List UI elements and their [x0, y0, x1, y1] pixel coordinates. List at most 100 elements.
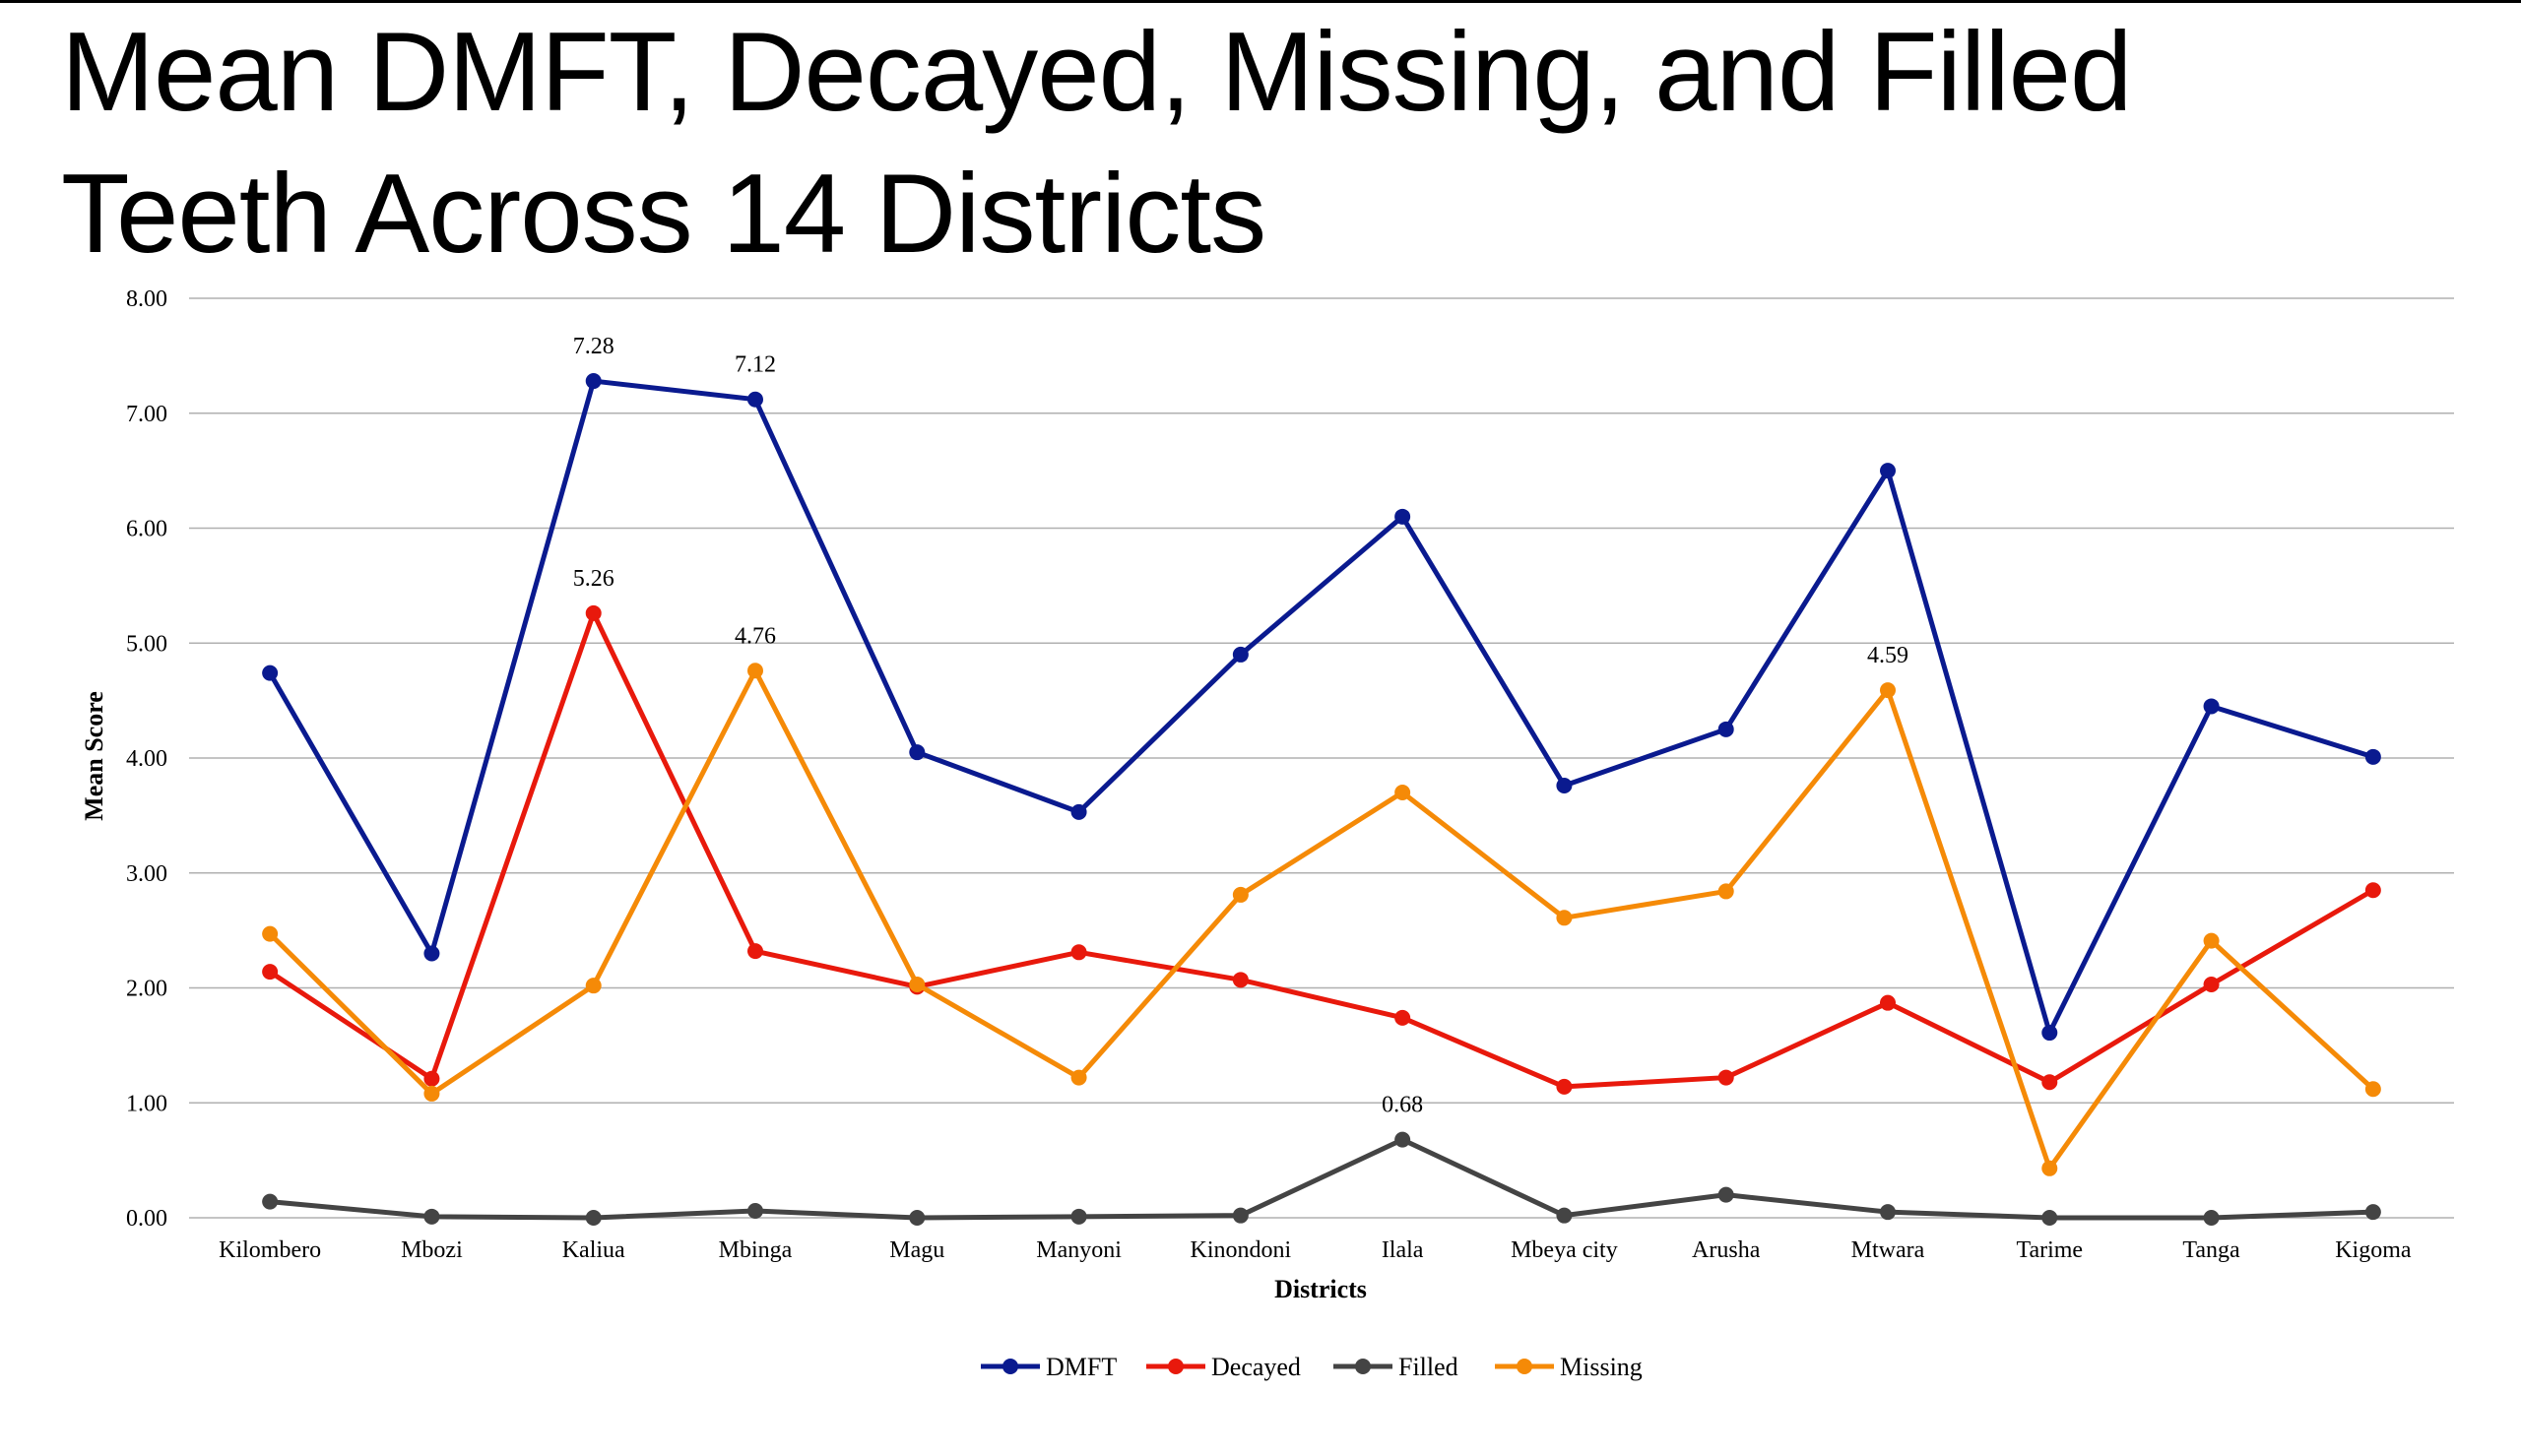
data-point-dmft: [585, 373, 602, 390]
y-tick-label: 7.00: [126, 402, 167, 427]
y-tick-label: 0.00: [126, 1206, 167, 1232]
data-point-missing: [1232, 886, 1249, 903]
data-point-filled: [2364, 1204, 2381, 1221]
top-rule: [0, 0, 2521, 3]
x-axis-ticks: Kilombero Mbozi Kaliua Mbinga Magu Manyoni Kin…: [219, 1237, 2412, 1263]
legend-swatch-marker: [1002, 1359, 1018, 1374]
slide-title: Mean DMFT, Decayed, Missing, and Filled …: [61, 2, 2424, 285]
data-label: 7.12: [735, 352, 776, 378]
data-point-missing: [585, 978, 602, 994]
x-tick-label: Kigoma: [2335, 1237, 2412, 1263]
data-label: 0.68: [1382, 1093, 1423, 1118]
data-point-missing: [1880, 682, 1896, 699]
data-point-decayed: [747, 943, 763, 960]
data-point-missing: [262, 925, 279, 942]
data-point-filled: [1556, 1207, 1573, 1224]
data-label: 4.76: [735, 623, 776, 649]
legend-swatch-marker: [1355, 1359, 1371, 1374]
x-tick-label: Magu: [889, 1237, 944, 1263]
data-label: 4.59: [1867, 643, 1908, 668]
legend-item-missing: Missing: [1495, 1353, 1643, 1381]
data-point-dmft: [1717, 721, 1734, 737]
data-point-dmft: [1556, 778, 1573, 794]
data-label: 7.28: [573, 334, 614, 359]
x-axis-title: Districts: [1274, 1275, 1367, 1303]
data-point-filled: [1070, 1208, 1087, 1225]
data-point-missing: [423, 1085, 440, 1102]
legend-label: DMFT: [1046, 1353, 1117, 1381]
x-tick-label: Mtwara: [1851, 1237, 1925, 1263]
data-point-dmft: [2203, 698, 2220, 715]
y-tick-label: 6.00: [126, 517, 167, 542]
data-point-filled: [909, 1210, 926, 1226]
data-point-decayed: [1394, 1009, 1411, 1026]
data-point-dmft: [747, 391, 763, 408]
data-point-missing: [1394, 785, 1411, 801]
y-tick-label: 4.00: [126, 746, 167, 772]
data-point-missing: [2364, 1081, 2381, 1098]
data-point-dmft: [2364, 748, 2381, 765]
data-point-missing: [2041, 1160, 2058, 1176]
data-point-filled: [423, 1208, 440, 1225]
legend-swatch-marker: [1168, 1359, 1184, 1374]
data-point-decayed: [1880, 994, 1896, 1011]
data-point-dmft: [423, 945, 440, 962]
data-point-dmft: [1394, 508, 1411, 525]
data-point-missing: [2203, 932, 2220, 949]
data-point-decayed: [2041, 1074, 2058, 1091]
x-tick-label: Kaliua: [562, 1237, 625, 1263]
data-point-filled: [1232, 1207, 1249, 1224]
x-tick-label: Tarime: [2016, 1237, 2083, 1263]
y-tick-label: 3.00: [126, 861, 167, 887]
y-tick-label: 8.00: [126, 286, 167, 312]
y-axis-title: Mean Score: [80, 691, 108, 821]
data-point-dmft: [262, 665, 279, 681]
data-point-filled: [1394, 1131, 1411, 1148]
legend-label: Filled: [1398, 1353, 1458, 1381]
y-tick-label: 5.00: [126, 631, 167, 657]
x-tick-label: Manyoni: [1036, 1237, 1122, 1263]
series-line-dmft: [267, 378, 2374, 1036]
x-tick-label: Arusha: [1692, 1237, 1761, 1263]
x-tick-label: Tanga: [2182, 1237, 2240, 1263]
data-point-missing: [747, 663, 763, 679]
x-tick-label: Ilala: [1382, 1237, 1424, 1263]
data-point-filled: [585, 1210, 602, 1226]
data-point-dmft: [1880, 463, 1896, 479]
title-line-1: Mean DMFT, Decayed, Missing, and Filled: [61, 10, 2132, 135]
data-point-filled: [747, 1202, 763, 1219]
data-point-decayed: [1556, 1078, 1573, 1095]
data-point-decayed: [585, 604, 602, 621]
data-point-decayed: [1070, 944, 1087, 961]
data-point-filled: [2041, 1210, 2058, 1226]
y-tick-label: 2.00: [126, 977, 167, 1002]
data-point-missing: [1717, 883, 1734, 900]
legend-swatch-marker: [1517, 1359, 1532, 1374]
legend: DMFT Decayed Filled Missing: [981, 1353, 1643, 1381]
data-point-dmft: [1232, 646, 1249, 663]
legend-label: Decayed: [1211, 1353, 1301, 1381]
data-point-dmft: [1070, 803, 1087, 820]
data-label: 5.26: [573, 566, 614, 592]
data-point-decayed: [423, 1070, 440, 1087]
data-point-filled: [1717, 1186, 1734, 1203]
x-tick-label: Mbozi: [401, 1237, 463, 1263]
series-line-filled: [269, 1137, 2373, 1221]
x-tick-label: Kilombero: [219, 1237, 321, 1263]
data-point-missing: [1556, 910, 1573, 926]
legend-item-dmft: DMFT: [981, 1353, 1117, 1381]
data-point-missing: [1070, 1069, 1087, 1086]
data-point-dmft: [909, 744, 926, 761]
series-lines: [262, 373, 2381, 1226]
data-point-filled: [262, 1193, 279, 1210]
legend-item-decayed: Decayed: [1146, 1353, 1301, 1381]
data-point-missing: [909, 976, 926, 992]
data-point-filled: [2203, 1210, 2220, 1226]
data-point-decayed: [2364, 882, 2381, 899]
data-point-decayed: [1232, 972, 1249, 988]
data-point-decayed: [2203, 976, 2220, 992]
series-line-decayed: [268, 610, 2375, 1090]
title-line-2: Teeth Across 14 Districts: [61, 152, 1266, 277]
grid-lines: [189, 297, 2454, 1219]
